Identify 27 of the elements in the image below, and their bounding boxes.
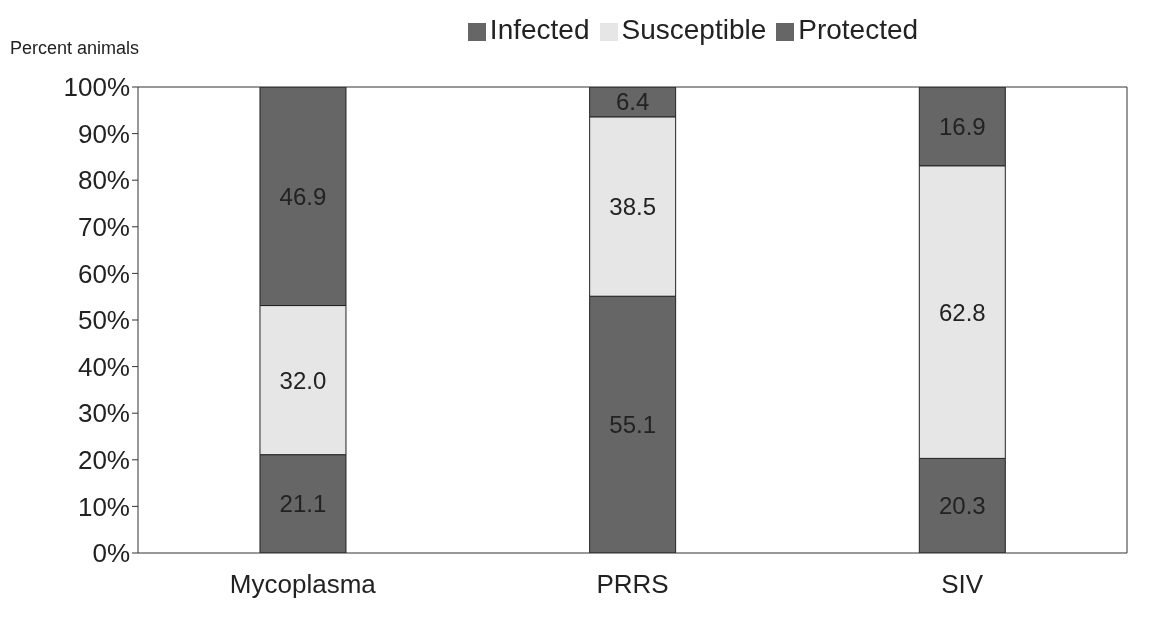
data-label: 6.4 [615, 88, 650, 116]
y-tick-label: 40% [77, 351, 130, 382]
data-label: 32.0 [279, 366, 327, 394]
y-tick-label: 10% [77, 491, 130, 522]
legend-label: Infected [489, 14, 590, 45]
y-tick-label: 20% [77, 445, 130, 476]
y-tick-label: 30% [77, 398, 130, 429]
legend-label: Susceptible [621, 14, 767, 45]
legend-label: Protected [798, 14, 919, 45]
data-label: 62.8 [938, 298, 986, 326]
data-label: 16.9 [938, 112, 986, 140]
y-tick-label: 90% [77, 118, 130, 149]
data-label: 21.1 [279, 490, 327, 518]
data-label: 38.5 [609, 193, 656, 221]
y-tick-label: 100% [63, 72, 130, 103]
data-label: 55.1 [609, 411, 656, 439]
y-tick-label: 80% [77, 165, 130, 196]
y-axis-title: Percent animals [10, 38, 140, 59]
x-tick-label: SIV [941, 569, 984, 600]
data-label: 46.9 [279, 182, 327, 210]
x-tick-label: Mycoplasma [229, 569, 377, 600]
y-tick-label: 70% [77, 212, 130, 243]
y-tick-label: 50% [77, 305, 130, 336]
y-tick-label: 0% [92, 538, 130, 569]
data-label: 20.3 [938, 492, 986, 520]
y-tick-label: 60% [77, 258, 130, 289]
x-tick-label: PRRS [596, 569, 669, 600]
